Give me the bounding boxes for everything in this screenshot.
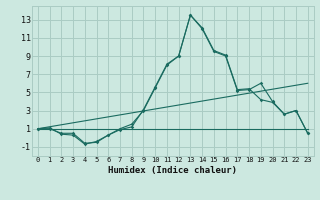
X-axis label: Humidex (Indice chaleur): Humidex (Indice chaleur) <box>108 166 237 175</box>
